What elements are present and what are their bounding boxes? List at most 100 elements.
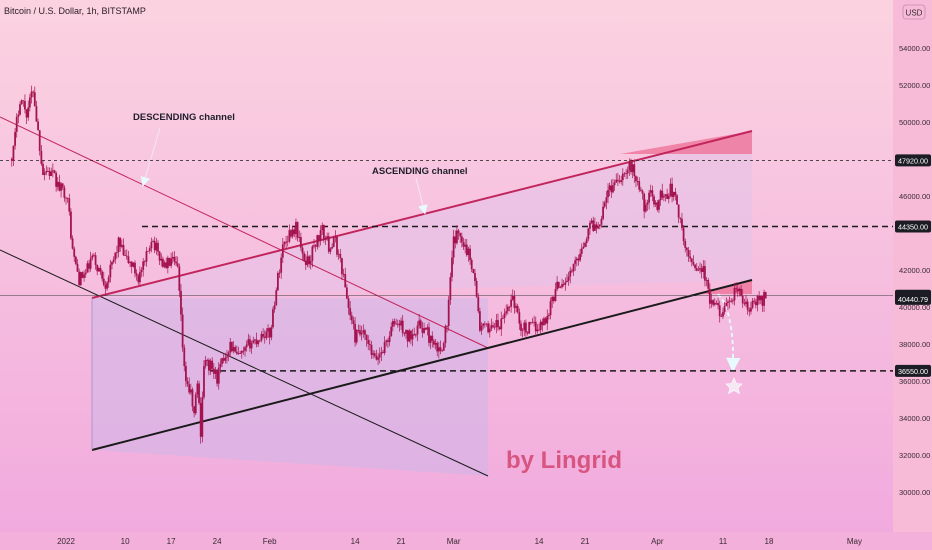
candle-body	[623, 173, 626, 175]
candle-body	[10, 158, 13, 161]
candle-body	[446, 326, 448, 327]
candle-body	[375, 355, 378, 360]
candle-body	[633, 164, 636, 177]
candle-body	[756, 295, 759, 306]
candle-body	[258, 340, 261, 342]
candle-body	[638, 181, 641, 190]
candle-body	[424, 327, 427, 330]
candle-body	[612, 185, 614, 193]
candle-body	[24, 101, 26, 110]
candle-body	[562, 284, 565, 285]
candle-body	[48, 171, 51, 176]
candle-body	[19, 104, 21, 115]
candle-body	[382, 352, 384, 354]
candle-body	[153, 240, 156, 251]
candle-body	[66, 197, 69, 199]
candle-body	[408, 330, 411, 342]
candle-body	[643, 193, 646, 212]
annotation-layer	[0, 116, 753, 477]
candle-body	[286, 241, 289, 243]
candle-body	[745, 301, 747, 305]
candle-body	[579, 253, 582, 261]
candle-body	[65, 197, 67, 199]
candle-body	[712, 300, 715, 305]
price-tick-label: 30000.00	[899, 488, 930, 497]
candle-body	[500, 318, 503, 330]
candle-body	[265, 331, 268, 338]
candle-body	[114, 252, 117, 260]
candle-body	[385, 340, 388, 342]
candle-body	[318, 235, 320, 241]
candle-body	[15, 116, 18, 132]
candle-body	[713, 302, 716, 305]
candle-body	[350, 315, 353, 321]
candle-body	[720, 316, 723, 318]
candle-body	[587, 228, 590, 240]
date-tick-label: May	[847, 537, 862, 546]
candle-body	[505, 311, 508, 314]
price-tick-label: 46000.00	[899, 192, 930, 201]
candle-body	[188, 384, 191, 393]
candle-body	[636, 181, 639, 182]
candle-body	[365, 334, 368, 341]
currency-badge[interactable]	[902, 4, 926, 20]
candle-body	[718, 305, 721, 317]
candle-body	[383, 341, 386, 354]
price-tick-label: 50000.00	[899, 118, 930, 127]
candle-body	[81, 272, 84, 278]
candle-body	[249, 339, 251, 349]
candle-body	[301, 247, 304, 254]
candle-body	[311, 246, 314, 261]
candle-body	[472, 269, 475, 274]
candle-body	[602, 206, 604, 219]
candle-body	[685, 247, 688, 251]
price-tick-label: 32000.00	[899, 451, 930, 460]
candle-body	[699, 268, 701, 270]
candle-body	[667, 195, 670, 199]
candle-body	[433, 340, 435, 345]
candle-body	[162, 258, 164, 267]
candle-body	[47, 170, 49, 172]
candle-body	[423, 327, 425, 333]
date-tick-label: Mar	[447, 537, 461, 546]
candle-body	[552, 296, 555, 302]
candle-body	[22, 100, 25, 102]
candle-body	[96, 264, 99, 272]
candle-body	[613, 182, 616, 186]
candle-body	[229, 341, 232, 353]
candle-body	[493, 326, 496, 328]
candle-body	[276, 272, 279, 291]
candle-body	[677, 204, 680, 218]
candle-body	[84, 272, 87, 275]
candle-body	[116, 252, 118, 253]
candle-body	[285, 241, 287, 243]
candle-body	[298, 237, 301, 238]
candle-body	[176, 263, 179, 267]
candle-body	[198, 383, 200, 404]
price-tick-label: 54000.00	[899, 44, 930, 53]
candle-body	[125, 255, 128, 257]
candle-body	[322, 225, 325, 240]
candle-body	[569, 270, 572, 277]
candle-body	[543, 318, 545, 326]
candle-body	[585, 239, 588, 244]
candle-body	[539, 321, 542, 330]
candle-body	[152, 240, 154, 242]
symbol-title: Bitcoin / U.S. Dollar, 1h, BITSTAMP	[4, 6, 146, 16]
candle-body	[267, 328, 269, 332]
candle-body	[414, 334, 417, 336]
candle-body	[359, 330, 361, 335]
candle-body	[521, 330, 524, 331]
candle-body	[14, 131, 16, 146]
candle-body	[290, 230, 292, 237]
candle-body	[199, 403, 202, 437]
candle-body	[559, 287, 562, 288]
target-zone-upper	[620, 131, 752, 154]
candle-body	[705, 280, 708, 281]
candle-body	[56, 181, 59, 187]
candle-body	[465, 244, 468, 256]
candle-body	[570, 270, 573, 272]
candle-body	[497, 320, 499, 328]
candle-body	[211, 360, 214, 369]
